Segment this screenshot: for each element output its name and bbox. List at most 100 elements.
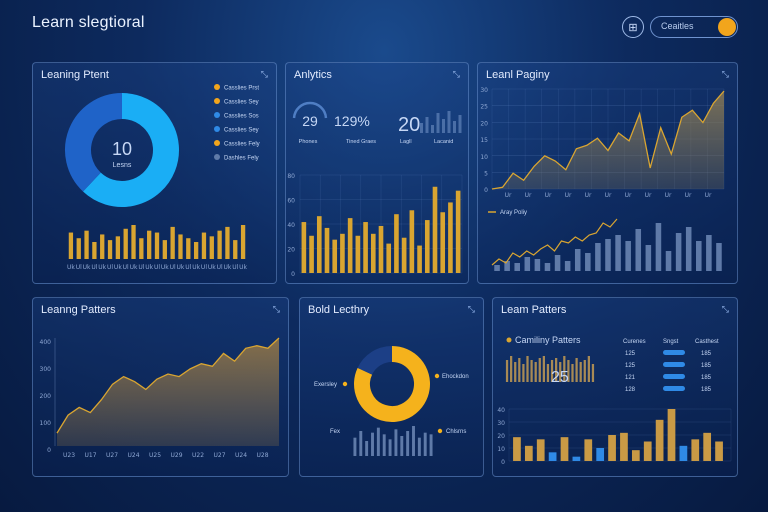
mini-label: Lagll (400, 139, 412, 145)
bar (665, 251, 672, 271)
bar (544, 263, 551, 271)
x-tick-label: Ur (685, 192, 692, 199)
row-value: 185 (701, 375, 712, 381)
percent-value: 129% (334, 113, 370, 129)
panel-learning-percent: Leaning Ptent ⤡ 10 Lesns Casslies Prst Cass… (32, 62, 277, 284)
mini-bar (458, 115, 462, 133)
x-tick-label: Ul (232, 264, 238, 271)
x-tick-label: Ul (154, 264, 160, 271)
bar (625, 241, 631, 271)
bar (429, 434, 433, 456)
toggle-knob[interactable] (718, 18, 736, 36)
y-tick-label: 20 (480, 120, 488, 127)
x-tick-label: U27 (213, 452, 225, 459)
bar (359, 431, 363, 456)
expand-icon[interactable]: ⤡ (452, 69, 460, 79)
expand-icon[interactable]: ⤡ (721, 69, 729, 79)
bar (691, 439, 700, 461)
y-tick-label: 0 (484, 187, 488, 194)
mini-bar (522, 364, 525, 382)
x-tick-label: U25 (149, 452, 161, 459)
expand-icon[interactable]: ⤡ (467, 304, 475, 314)
legend-dot (214, 98, 220, 104)
bar (233, 240, 238, 259)
bar (620, 432, 628, 461)
bar (655, 419, 664, 461)
mini-bar (425, 117, 429, 133)
y-tick-label: 300 (40, 366, 52, 373)
bar (572, 456, 581, 461)
bar (514, 263, 520, 271)
subtitle: Camiliny Patters (515, 335, 581, 345)
bar (595, 243, 601, 271)
row-value: 125 (625, 351, 636, 357)
gauge-caption: Phones (299, 139, 318, 145)
legend-label: Casslies Sey (224, 128, 259, 134)
bar (696, 241, 702, 271)
bar (131, 225, 136, 259)
mini-bar (542, 356, 545, 382)
expand-icon[interactable]: ⤡ (272, 304, 280, 314)
mini-bar (510, 356, 513, 382)
mini-bar (567, 360, 570, 382)
panel-analytics: Anlytics ⤡ 29 Phones 129% Tined Graes 20 Lagl… (285, 62, 469, 284)
y-tick-label: 200 (40, 393, 52, 400)
bar (432, 186, 438, 273)
expand-icon[interactable]: ⤡ (260, 69, 268, 79)
gauge-arc (292, 101, 328, 119)
bar (388, 439, 392, 456)
x-tick-label: Ur (625, 192, 632, 199)
y-tick-label: 15 (480, 137, 488, 144)
x-tick-label: Ur (525, 192, 532, 199)
bar (217, 230, 222, 259)
bar (584, 439, 593, 461)
bar (324, 227, 330, 273)
row-value: 128 (625, 387, 636, 393)
bar (667, 409, 676, 461)
legend-label: Casslies Sey (224, 100, 259, 106)
donut-label-right: Ehockdon (442, 374, 469, 380)
big-number: 25 (551, 369, 569, 386)
bar (100, 234, 105, 259)
x-tick-label: Ul (201, 264, 207, 271)
bar (715, 441, 723, 461)
legend-dot (214, 140, 220, 146)
panel-4-chart: 400 300 200 100 0 U23 U17 U27 U24 U25 U29 U22 U27 U24… (40, 337, 280, 459)
x-tick-label: Ur (565, 192, 572, 199)
mini-bar (442, 119, 445, 133)
combo-legend-label: Aray Poliy (500, 210, 527, 216)
y-tick-label: 40 (497, 407, 505, 414)
x-tick-label: U27 (106, 452, 118, 459)
bar (524, 257, 531, 271)
bar (154, 232, 160, 259)
y-tick-label: 40 (287, 222, 295, 229)
mini-bar (546, 364, 550, 382)
mini-bar (550, 360, 554, 382)
bar (347, 218, 353, 273)
bar (574, 249, 581, 271)
bar (679, 445, 688, 461)
x-tick-label: Ul (76, 264, 82, 271)
mini-bar (530, 360, 533, 382)
row-value: 185 (701, 351, 712, 357)
y-tick-label: 20 (287, 247, 295, 254)
x-tick-label: Ur (505, 192, 512, 199)
x-tick-label: Ul (217, 264, 223, 271)
row-bar (663, 350, 685, 355)
y-tick-label: 0 (291, 271, 295, 278)
panel-title: Anlytics (294, 69, 332, 81)
legend-dot (214, 84, 220, 90)
x-tick-label: Ur (605, 192, 612, 199)
x-tick-label: Ul (185, 264, 191, 271)
panel-1-chart: 10 Lesns Casslies Prst Casslies Sey Casslies… (65, 84, 260, 271)
bar (363, 222, 368, 273)
bar (115, 236, 121, 259)
bar (409, 210, 415, 273)
expand-icon[interactable]: ⤡ (721, 304, 729, 314)
grid-icon[interactable]: ⊞ (622, 16, 644, 38)
bar (596, 448, 605, 461)
row-bar (663, 362, 685, 367)
header-toggle[interactable]: Ceaitles (650, 16, 738, 38)
x-tick-label: Uk (208, 264, 216, 271)
faint-number: 20 (398, 114, 420, 136)
